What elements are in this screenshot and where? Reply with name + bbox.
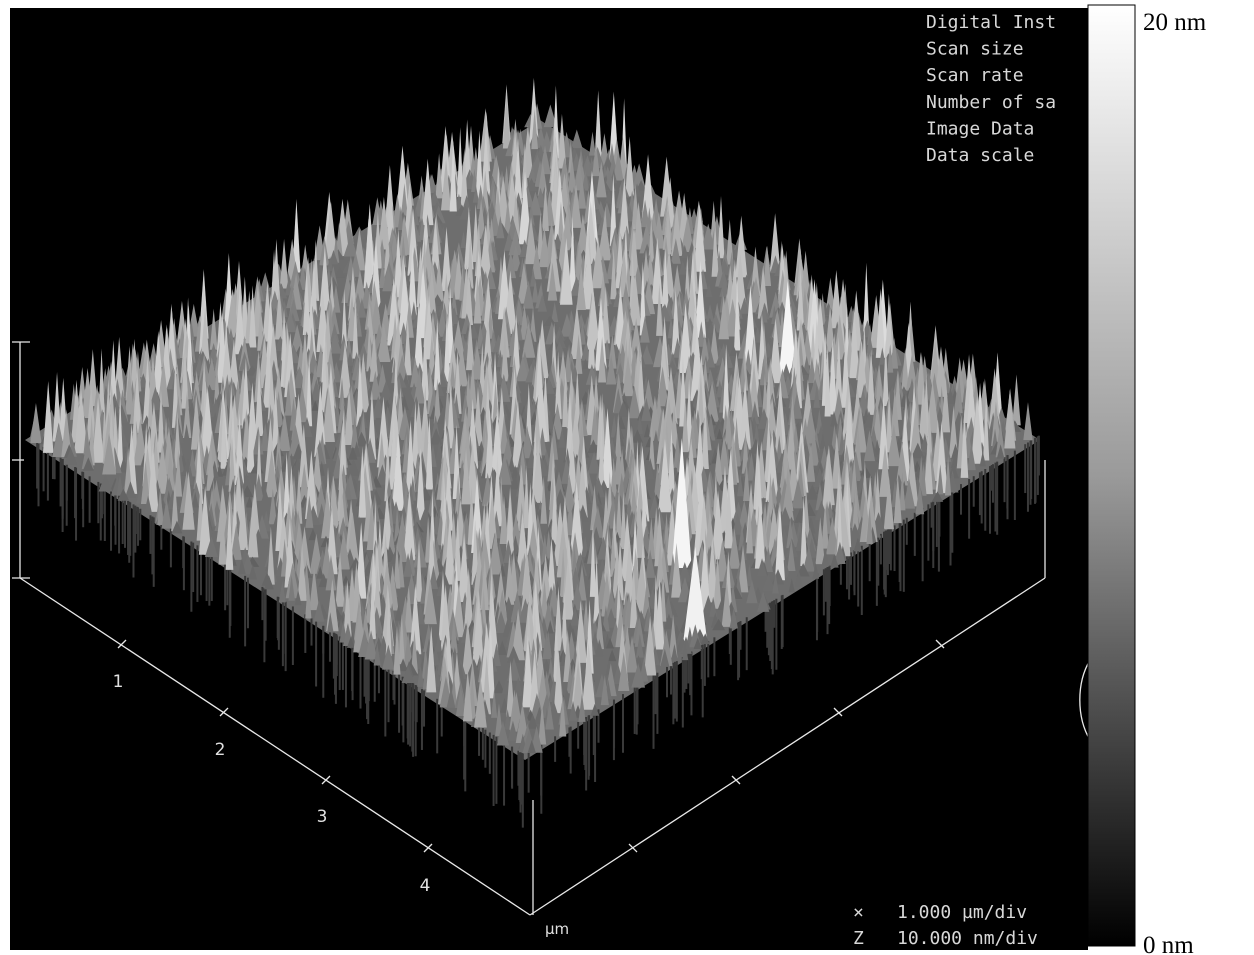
page: 1 2 3 4 µm Digital Inst Scan size Scan rat… bbox=[0, 0, 1254, 955]
info-line: Image Data bbox=[926, 118, 1034, 139]
info-line: Number of sa bbox=[926, 92, 1056, 113]
x-scale-symbol: × bbox=[853, 902, 864, 923]
z-scale-symbol: Z bbox=[853, 928, 864, 949]
afm-view: 1 2 3 4 µm Digital Inst Scan size Scan rat… bbox=[0, 0, 1254, 955]
info-line: Scan rate bbox=[926, 65, 1024, 86]
colorbar bbox=[1088, 5, 1135, 946]
axis-label: 1 bbox=[113, 672, 124, 692]
colorbar-max: 20 nm bbox=[1143, 9, 1207, 36]
axis-label: 4 bbox=[420, 876, 431, 896]
info-line: Digital Inst bbox=[926, 12, 1056, 33]
info-line: Scan size bbox=[926, 39, 1024, 60]
x-scale: 1.000 µm/div bbox=[897, 902, 1027, 923]
axis-label: 3 bbox=[317, 807, 328, 827]
z-scale: 10.000 nm/div bbox=[897, 928, 1038, 949]
axis-label: 2 bbox=[215, 740, 226, 760]
axis-unit: µm bbox=[545, 920, 569, 938]
colorbar-min: 0 nm bbox=[1143, 932, 1194, 955]
info-line: Data scale bbox=[926, 145, 1034, 166]
